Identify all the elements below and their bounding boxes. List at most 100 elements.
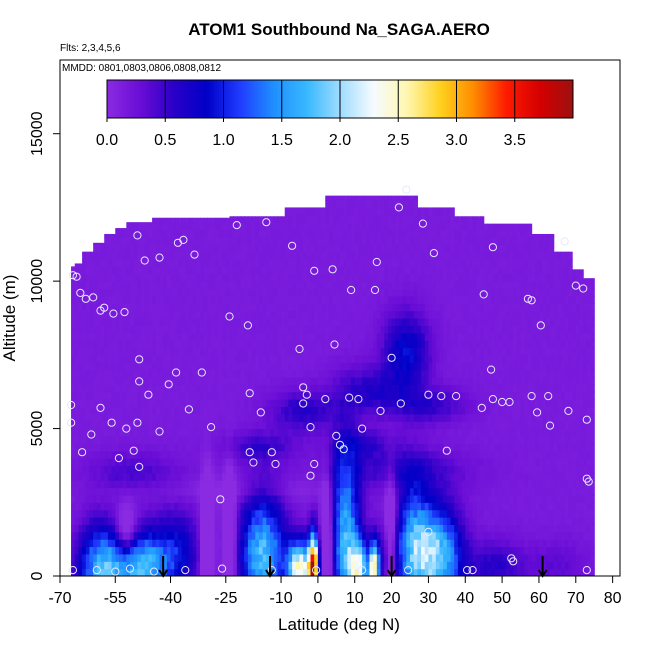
heatmap-cell xyxy=(107,428,113,437)
heatmap-cell xyxy=(391,502,396,511)
heatmap-cell xyxy=(251,288,256,297)
heatmap-cell xyxy=(277,340,282,349)
heatmap-cell xyxy=(111,354,116,363)
heatmap-cell xyxy=(303,421,308,430)
heatmap-cell xyxy=(126,251,131,260)
heatmap-cell xyxy=(148,251,153,260)
heatmap-cell xyxy=(443,568,448,576)
heatmap-cell xyxy=(376,391,382,400)
heatmap-cell xyxy=(303,214,308,223)
heatmap-cell xyxy=(255,539,260,548)
heatmap-cell xyxy=(152,229,157,238)
heatmap-cell xyxy=(233,251,238,260)
heatmap-cell xyxy=(270,362,275,371)
heatmap-cell xyxy=(395,214,400,223)
heatmap-cell xyxy=(100,362,105,371)
heatmap-cell xyxy=(432,472,437,481)
heatmap-cell xyxy=(435,207,441,216)
heatmap-cell xyxy=(222,229,227,238)
heatmap-cell xyxy=(284,480,290,489)
heatmap-cell xyxy=(225,480,231,489)
heatmap-cell xyxy=(299,251,304,260)
heatmap-cell xyxy=(402,531,407,540)
heatmap-cell xyxy=(406,376,411,385)
heatmap-cell xyxy=(288,472,293,481)
heatmap-cell xyxy=(78,531,83,540)
heatmap-cell xyxy=(266,399,271,408)
heatmap-cell xyxy=(358,259,363,267)
heatmap-cell xyxy=(126,487,131,496)
heatmap-cell xyxy=(115,428,120,437)
heatmap-cell xyxy=(398,502,404,511)
heatmap-cell xyxy=(203,391,208,400)
heatmap-cell xyxy=(417,531,422,540)
heatmap-cell xyxy=(410,266,415,275)
heatmap-cell xyxy=(340,494,345,503)
heatmap-cell xyxy=(299,266,304,275)
heatmap-cell xyxy=(196,480,201,489)
heatmap-cell xyxy=(306,561,312,570)
heatmap-cell xyxy=(395,310,400,319)
heatmap-cell xyxy=(306,435,312,444)
heatmap-cell xyxy=(281,318,286,326)
heatmap-cell xyxy=(244,458,249,467)
heatmap-cell xyxy=(141,406,146,415)
heatmap-cell xyxy=(365,458,371,467)
heatmap-cell xyxy=(273,310,278,319)
heatmap-cell xyxy=(177,524,183,533)
heatmap-cell xyxy=(295,502,301,511)
heatmap-cell xyxy=(203,406,208,415)
heatmap-cell xyxy=(343,295,348,304)
heatmap-cell xyxy=(207,318,212,326)
heatmap-cell xyxy=(336,222,341,231)
heatmap-cell xyxy=(192,472,197,481)
heatmap-cell xyxy=(192,546,197,555)
heatmap-cell xyxy=(118,288,124,297)
heatmap-cell xyxy=(148,244,153,253)
heatmap-cell xyxy=(321,362,326,371)
heatmap-cell xyxy=(376,325,382,334)
heatmap-cell xyxy=(428,450,433,459)
heatmap-cell xyxy=(222,465,227,474)
heatmap-cell xyxy=(358,561,363,570)
heatmap-cell xyxy=(406,200,411,209)
heatmap-cell xyxy=(362,195,367,201)
heatmap-cell xyxy=(299,244,304,253)
heatmap-cell xyxy=(358,310,363,319)
heatmap-cell xyxy=(122,406,127,415)
heatmap-cell xyxy=(314,553,319,562)
heatmap-cell xyxy=(351,222,356,231)
heatmap-cell xyxy=(166,222,172,231)
heatmap-cell xyxy=(211,531,216,540)
heatmap-cell xyxy=(292,273,297,282)
heatmap-cell xyxy=(137,428,142,437)
heatmap-cell xyxy=(115,435,120,444)
heatmap-cell xyxy=(288,376,293,385)
heatmap-cell xyxy=(273,362,278,371)
heatmap-cell xyxy=(211,458,216,467)
heatmap-cell xyxy=(432,450,437,459)
heatmap-cell xyxy=(398,325,404,334)
heatmap-cell xyxy=(332,384,337,393)
heatmap-cell xyxy=(192,494,197,503)
heatmap-cell xyxy=(207,568,212,576)
heatmap-cell xyxy=(185,332,190,341)
heatmap-cell xyxy=(203,376,208,385)
heatmap-cell xyxy=(185,406,190,415)
heatmap-cell xyxy=(255,362,260,371)
heatmap-cell xyxy=(200,509,205,518)
heatmap-cell xyxy=(421,251,426,260)
heatmap-cell xyxy=(328,531,334,540)
heatmap-cell xyxy=(410,450,415,459)
heatmap-cell xyxy=(262,517,267,525)
heatmap-cell xyxy=(384,428,389,437)
heatmap-cell xyxy=(417,413,422,422)
heatmap-cell xyxy=(258,443,264,452)
heatmap-cell xyxy=(340,458,345,467)
heatmap-cell xyxy=(225,288,231,297)
heatmap-cell xyxy=(126,310,131,319)
heatmap-cell xyxy=(303,487,308,496)
heatmap-cell xyxy=(74,263,80,267)
heatmap-cell xyxy=(351,281,356,290)
